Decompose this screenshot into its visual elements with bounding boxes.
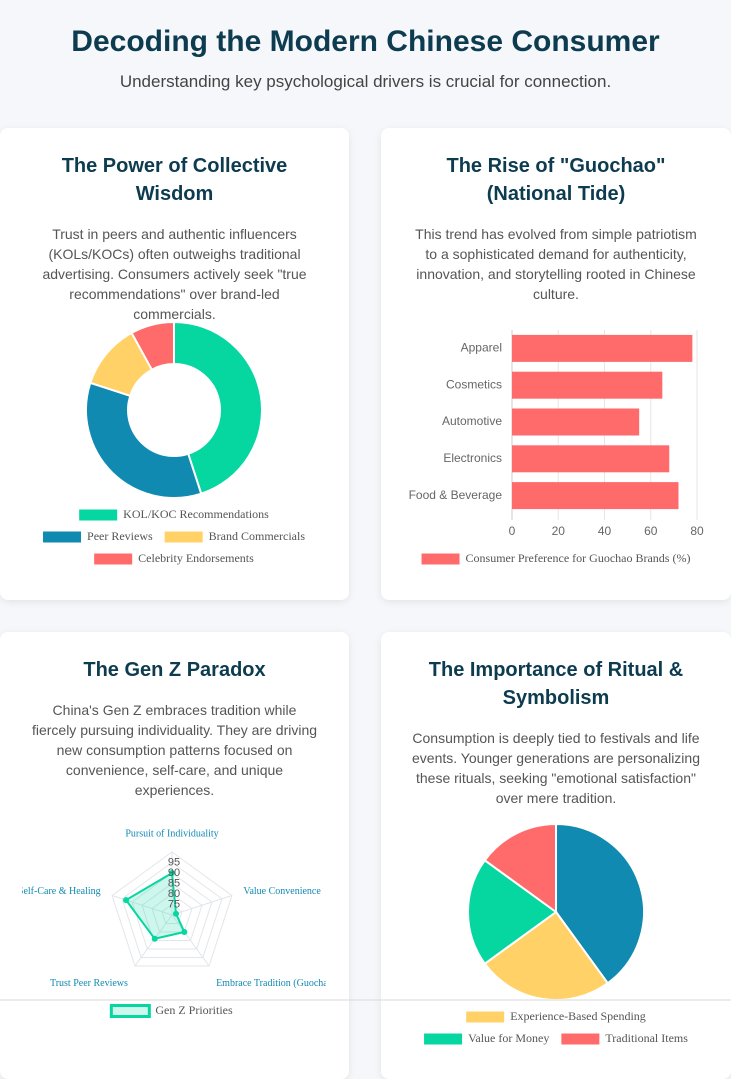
legend-label: Value for Money — [468, 1031, 549, 1045]
card-text: This trend has evolved from simple patri… — [415, 226, 697, 302]
x-tick-label: 60 — [644, 524, 658, 538]
x-tick-label: 0 — [509, 524, 516, 538]
legend-label: Consumer Preference for Guochao Brands (… — [466, 551, 691, 565]
y-tick-label: Food & Beverage — [409, 488, 503, 502]
r-tick-label: 90 — [168, 867, 180, 879]
card-title: The Importance of Ritual & Symbolism — [428, 659, 684, 709]
legend-swatch — [79, 509, 118, 521]
legend-label: Gen Z Priorities — [155, 1003, 233, 1017]
legend-swatch — [561, 1033, 600, 1045]
grid-ring — [121, 861, 223, 958]
slice — [483, 910, 610, 1001]
slice — [467, 858, 558, 966]
slice — [85, 381, 203, 499]
card-title: The Gen Z Paradox — [83, 659, 266, 681]
radar-area — [124, 871, 186, 940]
legend-label: Experience-Based Spending — [510, 1009, 646, 1023]
bar — [512, 371, 663, 399]
page-subtitle: Understanding key psychological drivers … — [119, 72, 612, 91]
y-tick-label: Apparel — [461, 341, 502, 355]
axis-label: Value Convenience — [243, 886, 321, 897]
legend-swatch — [424, 1033, 463, 1045]
card-title: The Power of Collective Wisdom — [61, 155, 288, 205]
axis-label: Pursuit of Individuality — [125, 828, 218, 839]
bar — [512, 482, 679, 510]
axis-label: Embrace Tradition (Guochao) — [216, 978, 336, 989]
card-text: Consumption is deeply tied to festivals … — [412, 730, 700, 806]
legend-label: Traditional Items — [605, 1031, 688, 1045]
r-tick-label: 75 — [168, 898, 180, 910]
r-tick-label: 80 — [168, 888, 180, 900]
spoke — [171, 914, 210, 967]
slice — [130, 320, 175, 372]
legend-swatch — [43, 531, 82, 543]
axis-label: Self-Care & Healing — [18, 886, 101, 897]
legend-label: KOL/KOC Recommendations — [123, 507, 269, 521]
radar: Pursuit of Individuality Value Convenienc… — [18, 828, 336, 989]
r-tick-label: 85 — [168, 877, 180, 889]
legend-swatch — [94, 553, 133, 565]
grid-ring — [161, 903, 183, 924]
radar-point — [123, 897, 130, 904]
card: The Gen Z Paradox China's Gen Z embraces… — [0, 632, 349, 1079]
slice — [173, 320, 263, 495]
page-title: Decoding the Modern Chinese Consumer — [71, 25, 660, 58]
radar-point — [169, 870, 175, 876]
slice — [483, 822, 557, 914]
card-text: Trust in peers and authentic influencers… — [42, 226, 307, 322]
legend-label: Peer Reviews — [87, 529, 153, 543]
grid-ring — [131, 872, 213, 950]
x-tick-label: 40 — [598, 524, 612, 538]
spoke — [111, 895, 173, 916]
bar — [512, 445, 670, 473]
grid-ring — [151, 893, 193, 933]
radar-frame — [111, 851, 233, 967]
x-tick-label: 20 — [552, 524, 566, 538]
y-tick-label: Cosmetics — [446, 377, 502, 391]
x-tick-label: 80 — [690, 524, 704, 538]
radar-point — [151, 935, 158, 942]
card: The Rise of "Guochao" (National Tide) Th… — [381, 128, 731, 600]
bar — [512, 408, 640, 436]
legend-label: Celebrity Endorsements — [138, 551, 254, 565]
axis-label: Trust Peer Reviews — [50, 978, 128, 989]
grid-ring — [141, 882, 203, 941]
spoke — [171, 895, 233, 916]
radar-point — [181, 928, 188, 935]
bar — [512, 334, 693, 362]
radar-point — [172, 910, 179, 917]
legend-swatch — [164, 531, 203, 543]
y-tick-label: Automotive — [442, 414, 502, 428]
slice — [555, 822, 645, 985]
y-tick-label: Electronics — [443, 451, 502, 465]
legend-label: Brand Commercials — [209, 529, 306, 543]
legend-swatch — [109, 1004, 151, 1018]
card-title: The Rise of "Guochao" (National Tide) — [446, 155, 666, 205]
legend-swatch — [466, 1011, 505, 1023]
r-tick-label: 95 — [168, 856, 180, 868]
card-text: China's Gen Z embraces tradition while f… — [31, 702, 318, 798]
legend-swatch — [421, 553, 460, 565]
